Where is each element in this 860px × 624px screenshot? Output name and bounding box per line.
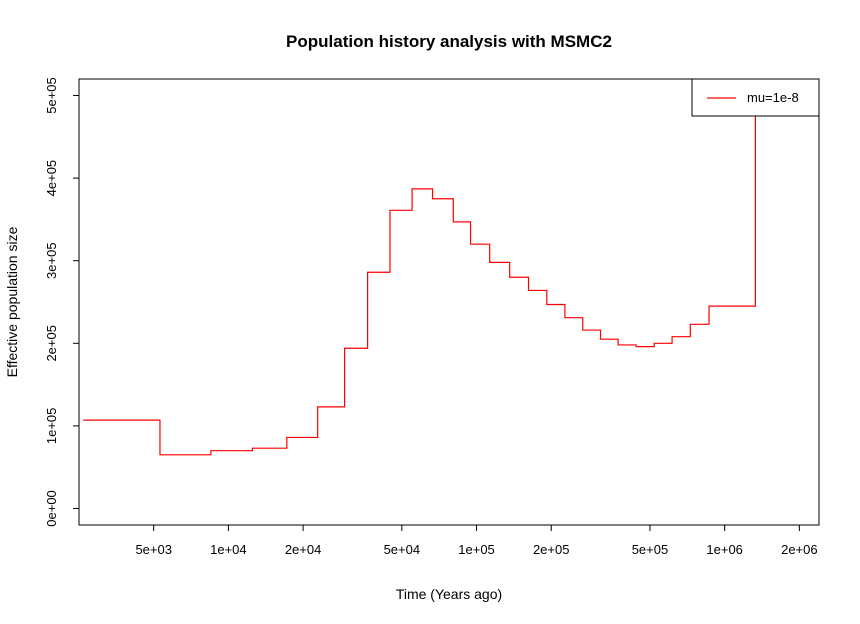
- x-tick-label-3: 5e+04: [384, 542, 421, 557]
- x-tick-label-7: 1e+06: [706, 542, 743, 557]
- x-axis: 5e+03 1e+04 2e+04 5e+04 1e+05 2e+05 5e+05 1e+06…: [135, 525, 818, 557]
- y-tick-label-3: 3e+05: [44, 242, 59, 279]
- legend-entry-label: mu=1e-8: [747, 90, 799, 105]
- x-tick-label-0: 5e+03: [135, 542, 172, 557]
- series-layer: [83, 79, 756, 456]
- y-axis: 0e+00 1e+05 2e+05 3e+05 4e+05 5e+05: [44, 77, 79, 527]
- y-tick-label-1: 1e+05: [44, 408, 59, 445]
- x-tick-label-4: 1e+05: [458, 542, 495, 557]
- x-tick-label-5: 2e+05: [533, 542, 570, 557]
- x-tick-label-1: 1e+04: [210, 542, 247, 557]
- x-axis-label: Time (Years ago): [396, 586, 502, 602]
- y-axis-label: Effective population size: [4, 226, 20, 377]
- x-tick-label-2: 2e+04: [285, 542, 322, 557]
- x-tick-label-8: 2e+06: [781, 542, 818, 557]
- y-tick-label-5: 5e+05: [44, 77, 59, 114]
- series-line-0: [83, 79, 756, 456]
- x-tick-label-6: 5e+05: [632, 542, 669, 557]
- chart-title: Population history analysis with MSMC2: [286, 32, 612, 51]
- plot-frame: [78, 78, 820, 526]
- y-tick-label-0: 0e+00: [44, 490, 59, 527]
- legend: mu=1e-8: [691, 78, 820, 117]
- y-tick-label-2: 2e+05: [44, 325, 59, 362]
- y-tick-label-4: 4e+05: [44, 160, 59, 197]
